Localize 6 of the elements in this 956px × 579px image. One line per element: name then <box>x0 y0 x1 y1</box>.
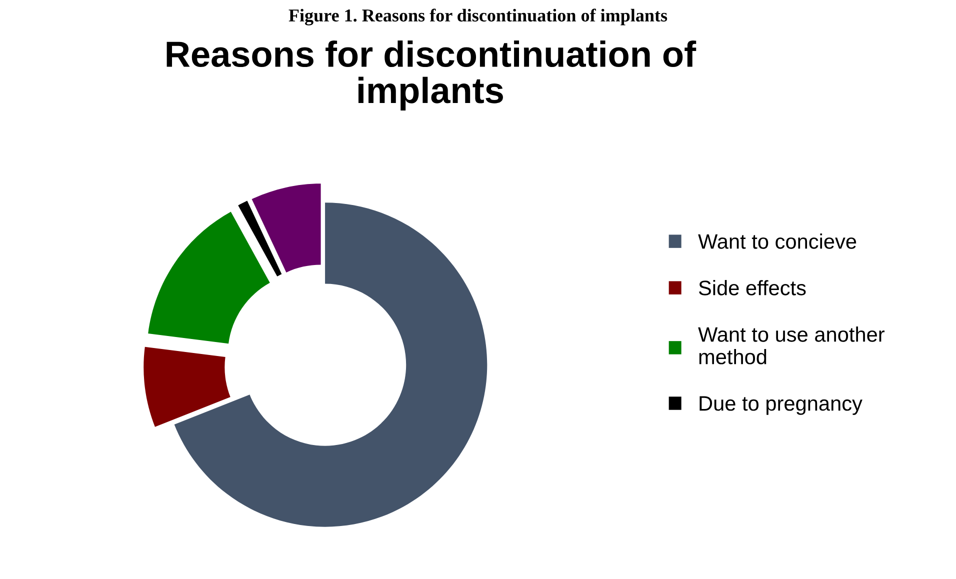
caption: Figure 1. Reasons for discontinuation of implants <box>288 8 668 26</box>
legend-label: Due to pregnancy <box>700 396 862 415</box>
legend-label: Side effects <box>698 280 806 296</box>
chart-title: Reasons for discontinuation of implants <box>166 40 696 110</box>
legend-label: Want to use another method <box>698 326 884 364</box>
legend-label: Want to concieve <box>698 234 856 249</box>
